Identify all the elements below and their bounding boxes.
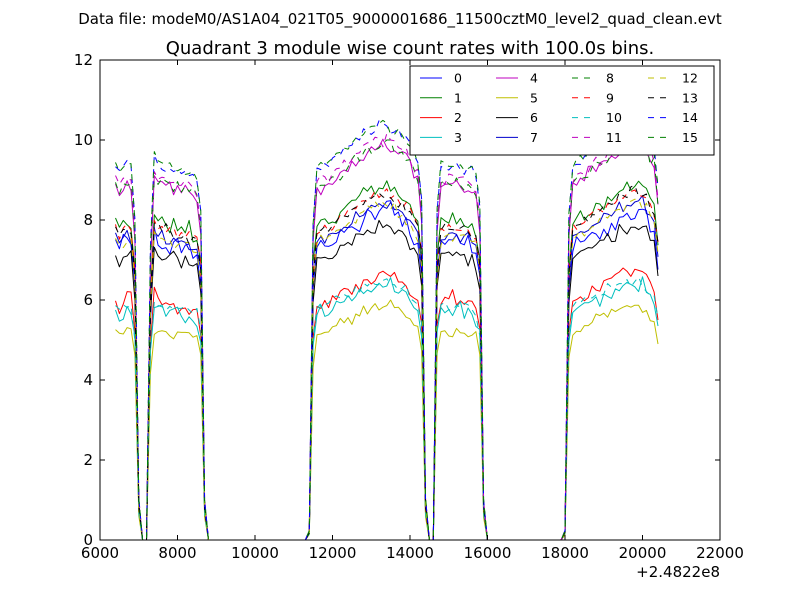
series-line-10	[115, 276, 659, 540]
legend-label-1: 1	[454, 90, 462, 105]
legend-label-9: 9	[606, 90, 614, 105]
y-tick-label: 8	[83, 211, 93, 229]
legend-label-2: 2	[454, 110, 462, 125]
legend-label-15: 15	[682, 130, 698, 145]
x-tick-label: 10000	[231, 544, 279, 562]
series-line-14	[115, 120, 659, 540]
y-tick-label: 10	[74, 131, 93, 149]
series-layer	[115, 119, 659, 540]
x-tick-label: 12000	[309, 544, 357, 562]
axis-layer: 6000 8000 10000 12000 14000 16000 18000 20000 22…	[74, 51, 744, 562]
legend-label-12: 12	[682, 71, 698, 86]
figure-suptitle: Data file: modeM0/AS1A04_021T05_90000016…	[78, 10, 722, 29]
legend-label-7: 7	[530, 130, 538, 145]
series-line-15	[115, 119, 659, 540]
chart-title: Quadrant 3 module wise count rates with …	[166, 38, 655, 59]
x-tick-label: 22000	[696, 544, 744, 562]
y-tick-label: 6	[83, 291, 93, 309]
x-tick-label: 16000	[464, 544, 512, 562]
y-tick-label: 0	[83, 531, 93, 549]
x-tick-label: 20000	[619, 544, 667, 562]
y-tick-label: 4	[83, 371, 93, 389]
x-tick-label: 18000	[541, 544, 589, 562]
legend-label-4: 4	[530, 71, 538, 86]
legend-label-0: 0	[454, 71, 462, 86]
legend-label-3: 3	[454, 130, 462, 145]
legend-label-10: 10	[606, 110, 622, 125]
x-tick-label: 14000	[386, 544, 434, 562]
x-tick-label: 6000	[81, 544, 119, 562]
y-tick-label: 12	[74, 51, 93, 69]
legend-label-14: 14	[682, 110, 698, 125]
x-axis-offset-label: +2.4822e8	[636, 563, 720, 581]
x-tick-label: 8000	[158, 544, 196, 562]
legend-label-13: 13	[682, 90, 698, 105]
legend-label-11: 11	[606, 130, 622, 145]
legend-label-8: 8	[606, 71, 614, 86]
y-tick-label: 2	[83, 451, 93, 469]
legend-label-6: 6	[530, 110, 538, 125]
legend-label-5: 5	[530, 90, 538, 105]
legend-box	[409, 65, 715, 156]
plot-frame	[99, 59, 721, 541]
